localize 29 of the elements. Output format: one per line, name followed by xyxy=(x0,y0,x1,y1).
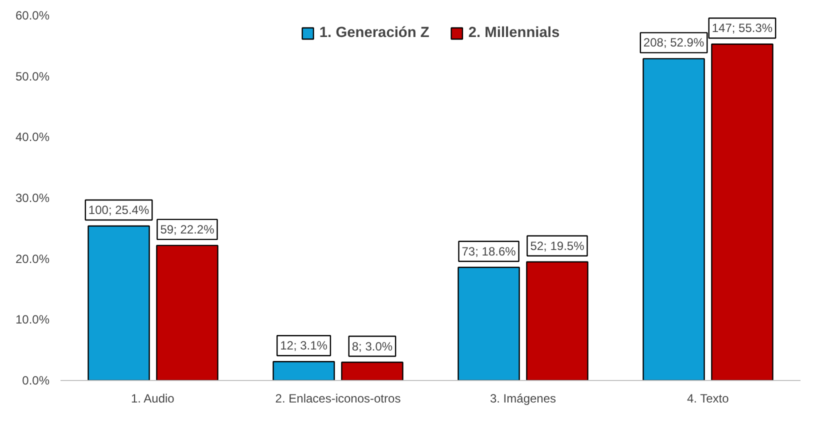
y-tick-label: 20.0% xyxy=(15,252,50,266)
data-label: 59; 22.2% xyxy=(160,222,215,236)
y-tick-label: 60.0% xyxy=(15,8,50,22)
bar xyxy=(156,244,218,380)
x-tick-label: 4. Texto xyxy=(686,392,730,406)
bar xyxy=(526,261,588,380)
y-tick-label: 10.0% xyxy=(15,312,50,327)
x-tick-label: 2. Enlaces-iconos-otros xyxy=(275,392,401,406)
data-label: 8; 3.0% xyxy=(352,339,393,354)
y-tick-label: 40.0% xyxy=(15,130,50,144)
y-tick-label: 50.0% xyxy=(15,69,50,84)
data-label: 52; 19.5% xyxy=(530,238,585,253)
legend-label: 1. Generación Z xyxy=(319,25,430,41)
data-label: 208; 52.9% xyxy=(643,36,704,50)
bar xyxy=(88,225,150,380)
x-tick-label: 1. Audio xyxy=(130,392,175,406)
bar xyxy=(642,58,705,380)
data-label: 147; 55.3% xyxy=(712,21,773,36)
data-label: 73; 18.6% xyxy=(462,244,516,258)
data-label: 100; 25.4% xyxy=(88,202,150,217)
y-tick-label: 0.0% xyxy=(22,374,50,388)
bar xyxy=(458,266,520,380)
bar xyxy=(341,362,404,380)
bar xyxy=(272,361,335,380)
legend-label: 2. Millennials xyxy=(468,25,560,41)
y-tick-label: 30.0% xyxy=(15,191,50,205)
bar xyxy=(711,43,774,380)
data-label: 12; 3.1% xyxy=(280,338,328,353)
x-tick-label: 3. Imágenes xyxy=(490,392,556,406)
